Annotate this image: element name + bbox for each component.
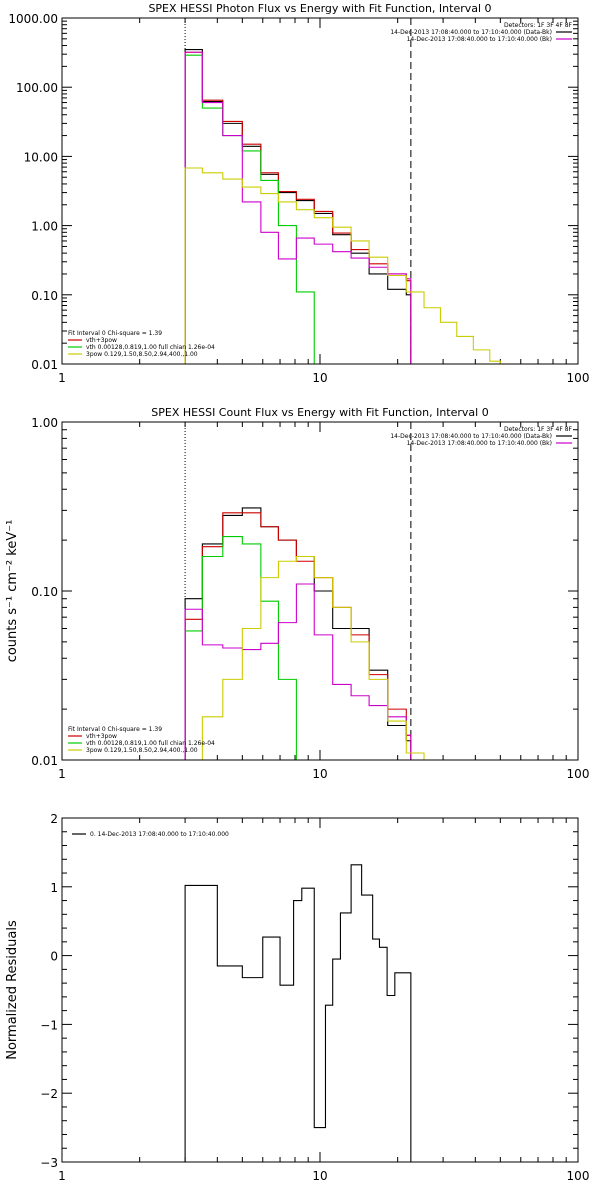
count-x-tick-label: 1 xyxy=(58,767,66,781)
count-series-0-step-line xyxy=(184,507,412,760)
photon-header-line: 14-Dec-2013 17:08:40.000 to 17:10:40.000… xyxy=(407,36,552,43)
photon-series-3-step-line xyxy=(184,51,412,364)
count-series-2-step-line xyxy=(184,535,315,760)
photon-minor-ticks xyxy=(62,18,578,364)
count-fit-line: Fit Interval 0 Chi-square = 1.39 xyxy=(68,726,162,733)
resid-y-tick-label: 1 xyxy=(50,881,58,895)
count-fit-line: 3pow 0.129,1.50,8.50,2.94,400.,1.00 xyxy=(86,747,198,754)
resid-series-0-step-line xyxy=(184,864,412,1162)
count-header-line: 14-Dec-2013 17:08:40.000 to 17:10:40.000… xyxy=(407,440,552,447)
photon-series-4-step-line xyxy=(184,167,501,364)
count-y-tick-label: 0.10 xyxy=(31,585,58,599)
photon-fit-line: Fit Interval 0 Chi-square = 1.39 xyxy=(68,330,162,337)
count-series-3-step-line xyxy=(184,583,412,760)
photon-plot-area xyxy=(184,18,501,364)
photon-title: SPEX HESSI Photon Flux vs Energy with Fi… xyxy=(148,2,491,15)
photon-y-tick-label: 0.01 xyxy=(31,358,58,372)
photon-fit-line: vth+3pow xyxy=(86,337,117,344)
count-chart: SPEX HESSI Count Flux vs Energy with Fit… xyxy=(5,406,589,781)
photon-chart: SPEX HESSI Photon Flux vs Energy with Fi… xyxy=(8,2,589,385)
photon-y-tick-label: 1000.00 xyxy=(8,12,58,26)
photon-x-tick-label: 100 xyxy=(567,371,590,385)
count-fit-line: vth 0.00128,0.819,1.00 full chian 1.26e-… xyxy=(86,740,215,747)
count-ylabel: counts s⁻¹ cm⁻² keV⁻¹ xyxy=(5,520,20,663)
count-title: SPEX HESSI Count Flux vs Energy with Fit… xyxy=(151,406,488,419)
count-x-tick-label: 10 xyxy=(312,767,327,781)
resid-y-tick-label: −1 xyxy=(40,1018,58,1032)
resid-y-tick-label: −3 xyxy=(40,1156,58,1170)
resid-minor-ticks xyxy=(62,818,578,1162)
photon-header-line: Detectors: 1F 3F 4F 8F xyxy=(504,22,573,29)
resid-plot-frame xyxy=(61,817,579,1163)
resid-y-tick-label: 2 xyxy=(50,812,58,826)
count-plot-area xyxy=(184,422,425,760)
photon-x-tick-label: 1 xyxy=(58,371,66,385)
photon-x-tick-label: 10 xyxy=(312,371,327,385)
count-series-1-step-line xyxy=(184,512,412,760)
count-minor-ticks xyxy=(62,422,578,760)
photon-y-tick-label: 1.00 xyxy=(31,220,58,234)
resid-plot-area xyxy=(184,864,412,1162)
photon-fit-line: 3pow 0.129,1.50,8.50,2.94,400.,1.00 xyxy=(86,351,198,358)
resid-chart: Normalized Residuals 1 10 100 −3 −2 −1 0 1 2 0. 14… xyxy=(5,812,589,1183)
photon-fit-line: vth 0.00128,0.819,1.00 full chian 1.26e-… xyxy=(86,344,215,351)
photon-series-0-step-line xyxy=(184,49,412,364)
resid-x-tick-label: 10 xyxy=(312,1169,327,1183)
resid-ylabel: Normalized Residuals xyxy=(5,920,20,1060)
photon-y-tick-label: 10.00 xyxy=(24,150,58,164)
count-y-tick-label: 0.01 xyxy=(31,754,58,768)
count-x-tick-label: 100 xyxy=(567,767,590,781)
photon-series-1-step-line xyxy=(184,51,412,364)
photon-y-tick-label: 100.00 xyxy=(16,81,58,95)
photon-y-tick-label: 0.10 xyxy=(31,289,58,303)
resid-legend-entry: 0. 14-Dec-2013 17:08:40.000 to 17:10:40.… xyxy=(90,831,229,838)
resid-y-tick-label: 0 xyxy=(50,950,58,964)
resid-x-tick-label: 100 xyxy=(567,1169,590,1183)
count-header-line: Detectors: 1F 3F 4F 8F xyxy=(504,426,573,433)
photon-header-line: 14-Dec-2013 17:08:40.000 to 17:10:40.000… xyxy=(390,29,552,36)
count-y-tick-label: 1.00 xyxy=(31,416,58,430)
count-header-line: 14-Dec-2013 17:08:40.000 to 17:10:40.000… xyxy=(390,433,552,440)
count-series-4-step-line xyxy=(185,555,425,760)
photon-plot-frame xyxy=(61,17,579,365)
resid-y-tick-label: −2 xyxy=(40,1087,58,1101)
resid-x-tick-label: 1 xyxy=(58,1169,66,1183)
count-plot-frame xyxy=(61,421,579,761)
count-fit-line: vth+3pow xyxy=(86,733,117,740)
